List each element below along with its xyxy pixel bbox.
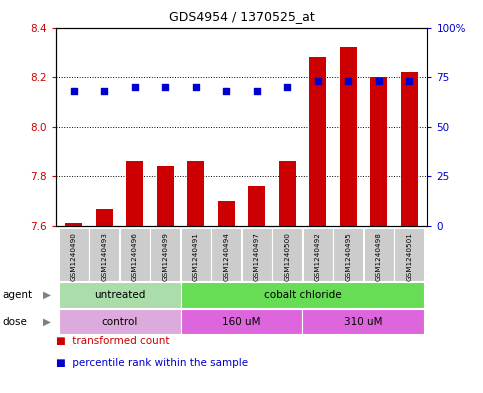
- Text: GSM1240498: GSM1240498: [376, 232, 382, 281]
- Bar: [272, 228, 302, 281]
- Text: GSM1240495: GSM1240495: [345, 232, 351, 281]
- Bar: [181, 309, 302, 334]
- Bar: [309, 57, 326, 226]
- Point: [314, 78, 322, 84]
- Text: dose: dose: [2, 317, 28, 327]
- Point: [70, 88, 78, 94]
- Bar: [211, 228, 242, 281]
- Bar: [96, 209, 113, 226]
- Bar: [66, 224, 82, 226]
- Point: [222, 88, 230, 94]
- Point: [284, 84, 291, 90]
- Text: GSM1240494: GSM1240494: [223, 232, 229, 281]
- Point: [405, 78, 413, 84]
- Bar: [242, 228, 272, 281]
- Bar: [181, 282, 425, 308]
- Text: GSM1240500: GSM1240500: [284, 232, 290, 281]
- Bar: [58, 282, 181, 308]
- Point: [131, 84, 139, 90]
- Text: 160 uM: 160 uM: [222, 317, 261, 327]
- Bar: [340, 47, 356, 226]
- Text: untreated: untreated: [94, 290, 145, 300]
- Bar: [181, 228, 211, 281]
- Bar: [58, 309, 181, 334]
- Text: ▶: ▶: [43, 317, 51, 327]
- Text: cobalt chloride: cobalt chloride: [264, 290, 341, 300]
- Bar: [89, 228, 119, 281]
- Text: 310 uM: 310 uM: [344, 317, 383, 327]
- Bar: [279, 162, 296, 226]
- Bar: [302, 309, 425, 334]
- Text: ■  percentile rank within the sample: ■ percentile rank within the sample: [56, 358, 248, 368]
- Text: GDS4954 / 1370525_at: GDS4954 / 1370525_at: [169, 10, 314, 23]
- Bar: [394, 228, 424, 281]
- Point: [375, 78, 383, 84]
- Bar: [59, 228, 89, 281]
- Bar: [157, 166, 174, 226]
- Text: control: control: [101, 317, 138, 327]
- Bar: [127, 162, 143, 226]
- Bar: [401, 72, 417, 226]
- Text: GSM1240492: GSM1240492: [315, 232, 321, 281]
- Point: [161, 84, 169, 90]
- Bar: [218, 201, 235, 226]
- Text: GSM1240497: GSM1240497: [254, 232, 260, 281]
- Text: ▶: ▶: [43, 290, 51, 300]
- Bar: [333, 228, 363, 281]
- Bar: [150, 228, 180, 281]
- Bar: [303, 228, 333, 281]
- Text: GSM1240490: GSM1240490: [71, 232, 77, 281]
- Text: GSM1240491: GSM1240491: [193, 232, 199, 281]
- Bar: [248, 186, 265, 226]
- Bar: [370, 77, 387, 226]
- Point: [253, 88, 261, 94]
- Point: [192, 84, 199, 90]
- Bar: [364, 228, 394, 281]
- Point: [100, 88, 108, 94]
- Text: GSM1240501: GSM1240501: [406, 232, 412, 281]
- Text: GSM1240493: GSM1240493: [101, 232, 107, 281]
- Bar: [120, 228, 150, 281]
- Text: GSM1240499: GSM1240499: [162, 232, 168, 281]
- Text: agent: agent: [2, 290, 32, 300]
- Bar: [187, 162, 204, 226]
- Text: ■  transformed count: ■ transformed count: [56, 336, 169, 346]
- Point: [344, 78, 352, 84]
- Text: GSM1240496: GSM1240496: [132, 232, 138, 281]
